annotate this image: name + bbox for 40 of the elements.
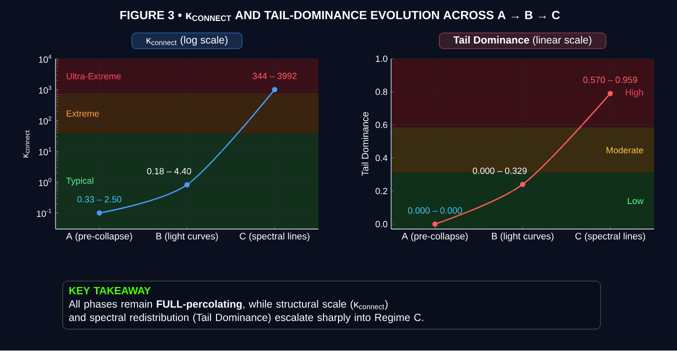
- annotation: 0.570 – 0.959: [583, 76, 638, 84]
- y-tick-label: 0.0: [376, 221, 388, 228]
- text: KEY TAKEAWAY: [69, 287, 151, 294]
- caption: FIGURE 3 • κ$_{CONNECT}$ AND TAIL-DOMINANCE EVOLUTION ACROSS A → B → C: [120, 11, 560, 22]
- band-label: Typical: [66, 177, 94, 186]
- annotation: 344 – 3992: [252, 73, 297, 80]
- band-label: Moderate: [606, 147, 644, 154]
- x-tick-label: A (pre-collapse): [66, 232, 132, 242]
- chart-title: κ$_{connect}$ (log scale): [146, 36, 228, 46]
- y-tick-label: 0.8: [376, 88, 388, 96]
- y-tick-label: 0.2: [376, 188, 388, 194]
- annotation: 0.33 – 2.50: [77, 196, 122, 203]
- y-tick-label: 10$^{4}$: [38, 54, 52, 63]
- y-tick-label: 10$^{-1}$: [37, 209, 52, 218]
- text: All phases remain FULL-percolating, while structural scale (κ$_{connect}$): [68, 300, 388, 310]
- y-tick-label: 10$^{0}$: [38, 178, 52, 186]
- y-tick-label: 10$^{2}$: [38, 116, 52, 125]
- x-tick-label: C (spectral lines): [240, 232, 310, 242]
- chart-title: Tail Dominance (linear scale): [453, 36, 592, 46]
- y-axis-title: Tail Dominance: [362, 112, 368, 176]
- x-tick-label: B (light curves): [492, 232, 554, 242]
- text: and spectral redistribution (Tail Dominance) escalate sharply into Regime C.: [69, 314, 424, 324]
- band-label: High: [626, 89, 643, 98]
- x-tick-label: A (pre-collapse): [402, 232, 468, 242]
- band-label: Extreme: [66, 110, 99, 117]
- x-tick-label: C (spectral lines): [575, 232, 646, 242]
- y-tick-label: 10$^{3}$: [38, 86, 52, 94]
- annotation: 0.18 – 4.40: [147, 168, 192, 175]
- band-label: Low: [628, 198, 644, 204]
- y-tick-label: 0.6: [376, 122, 388, 128]
- point: [96, 210, 102, 216]
- y-tick-label: 0.4: [376, 155, 388, 162]
- point: [608, 91, 613, 96]
- band-label: Ultra-Extreme: [66, 73, 121, 80]
- annotation: 0.000 – 0.000: [408, 208, 462, 214]
- y-tick-label: 10$^{1}$: [38, 147, 52, 156]
- y-axis-title: κ$_{connect}$: [23, 130, 30, 158]
- annotation: 0.000 – 0.329: [472, 168, 527, 174]
- x-tick-label: B (light curves): [156, 232, 218, 242]
- y-tick-label: 1.0: [376, 56, 388, 62]
